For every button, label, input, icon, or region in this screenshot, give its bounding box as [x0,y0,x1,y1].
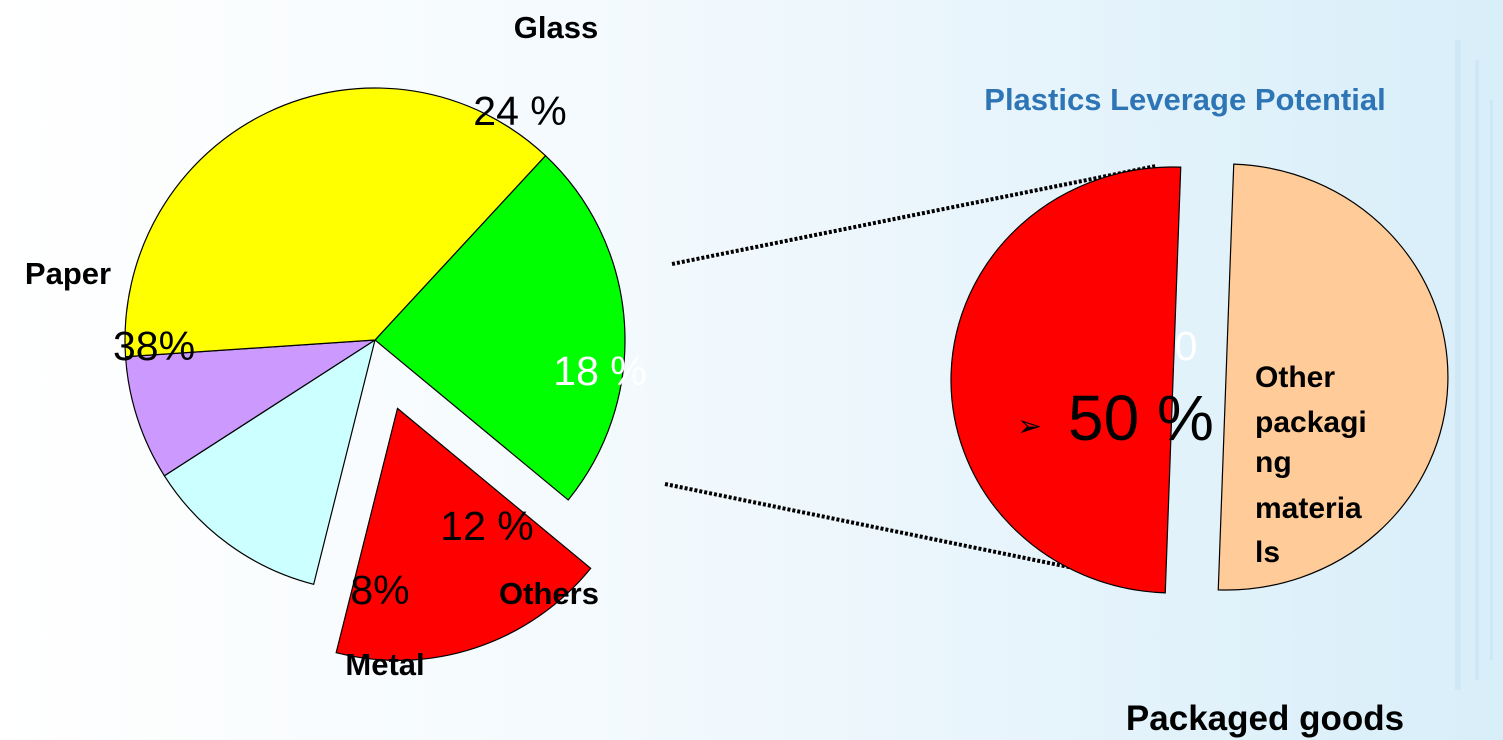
category-label-others: Others [499,576,599,611]
secondary-pie [950,163,1449,594]
secondary-slice-other-packaging [1217,163,1449,591]
pie-slice-paper [124,87,547,358]
other-packaging-line-1: Other [1255,361,1335,394]
connector-line-top [671,164,1157,266]
secondary-slice-plastics [950,166,1182,594]
value-label-paper: 38% [113,323,195,369]
bullet-arrow-icon: ➢ [1017,410,1042,443]
pie-slice-glass [374,154,626,501]
other-packaging-line-2: packagi [1255,406,1367,439]
main-pie [124,87,626,661]
category-label-metal: Metal [345,647,424,682]
category-label-other-packaging: Other packagi ng materia ls [1255,361,1367,569]
value-label-metal: 8% [350,567,409,613]
other-packaging-line-5: ls [1255,536,1280,569]
pie-slice-plastics [335,407,592,661]
category-label-paper: Paper [25,256,111,291]
pie-slice-metal [124,339,378,477]
secondary-value-label-plastics: 50 % [1068,382,1214,454]
value-label-others: 12 % [440,503,533,549]
connector-line-bottom [664,482,1094,574]
category-label-glass: Glass [514,10,598,45]
pie-slice-others [163,338,376,586]
value-label-plastics: 18 % [553,348,646,394]
other-packaging-line-4: materia [1255,492,1362,525]
secondary-value-label-other: 0 [1175,323,1198,369]
background-stripes [1455,40,1493,690]
secondary-chart-footer: Packaged goods [1126,699,1404,738]
value-label-glass: 24 % [473,88,566,134]
other-packaging-line-3: ng [1255,446,1292,479]
secondary-chart-title: Plastics Leverage Potential [984,82,1385,117]
